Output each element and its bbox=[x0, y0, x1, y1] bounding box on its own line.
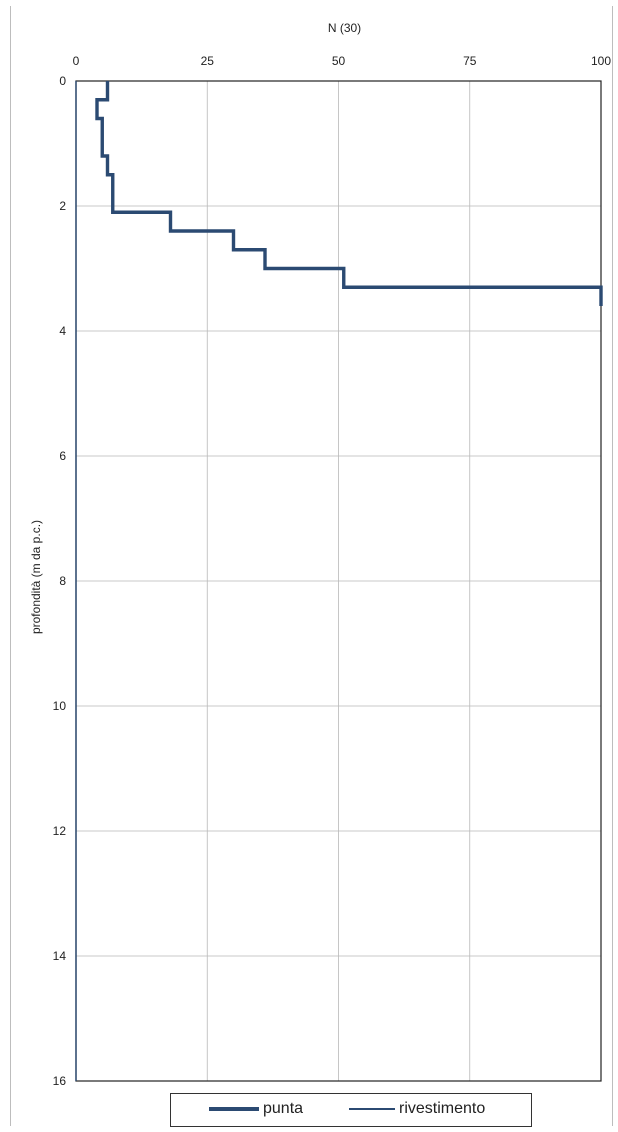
y-tick-label: 4 bbox=[59, 324, 66, 338]
legend-item-rivestimento: rivestimento bbox=[349, 1100, 485, 1118]
tick-labels: 0 25 50 75 100 0 2 4 6 8 10 12 14 16 bbox=[53, 54, 612, 1088]
legend-swatch-rivestimento bbox=[349, 1108, 395, 1110]
y-tick-label: 6 bbox=[59, 449, 66, 463]
legend-item-punta: punta bbox=[209, 1100, 303, 1118]
y-tick-label: 8 bbox=[59, 574, 66, 588]
y-tick-label: 14 bbox=[53, 949, 67, 963]
y-axis-title: profondità (m da p.c.) bbox=[29, 520, 43, 634]
legend-label-punta: punta bbox=[263, 1100, 304, 1117]
x-tick-label: 25 bbox=[201, 54, 215, 68]
legend-label-rivestimento: rivestimento bbox=[399, 1100, 486, 1117]
series-line-punta bbox=[95, 81, 603, 306]
y-tick-label: 2 bbox=[59, 199, 66, 213]
grid-lines bbox=[75, 80, 602, 1082]
chart-frame bbox=[10, 6, 613, 1126]
series-lines bbox=[75, 81, 603, 1081]
x-tick-label: 50 bbox=[332, 54, 346, 68]
x-tick-label: 75 bbox=[463, 54, 477, 68]
legend: punta rivestimento bbox=[170, 1093, 532, 1127]
x-tick-label: 0 bbox=[73, 54, 80, 68]
y-tick-label: 16 bbox=[53, 1074, 67, 1088]
y-tick-label: 10 bbox=[53, 699, 67, 713]
x-axis-title: N (30) bbox=[328, 21, 361, 35]
y-tick-label: 12 bbox=[53, 824, 67, 838]
legend-swatch-punta bbox=[209, 1107, 259, 1111]
x-tick-label: 100 bbox=[591, 54, 611, 68]
y-tick-label: 0 bbox=[59, 74, 66, 88]
